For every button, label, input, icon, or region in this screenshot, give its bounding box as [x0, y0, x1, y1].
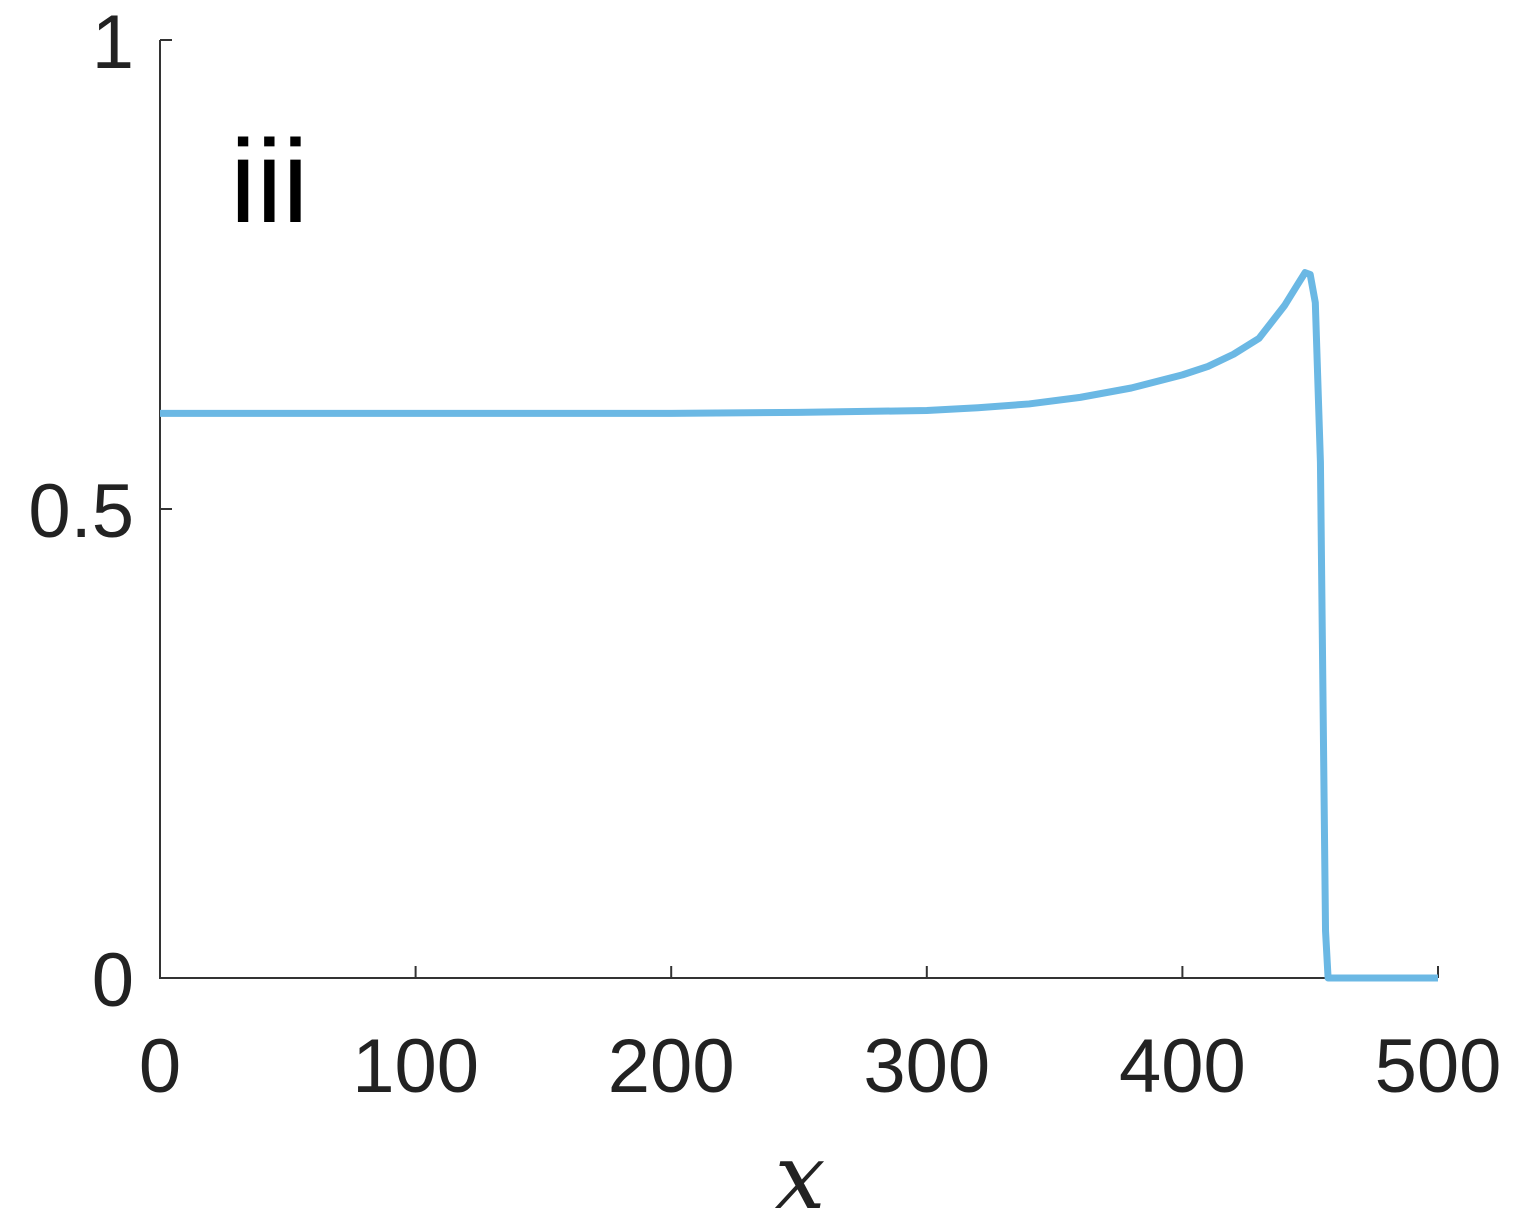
data-line: [160, 269, 1438, 982]
annotation: iii: [230, 116, 309, 248]
x-tick-label: 500: [1375, 1024, 1502, 1109]
x-axis-label: x: [775, 1125, 826, 1222]
y-tick-label: 1: [92, 0, 134, 85]
y-tick-label: 0.5: [28, 469, 134, 554]
x-tick-label: 200: [608, 1024, 735, 1109]
x-tick-label: 100: [352, 1024, 479, 1109]
x-tick-label: 300: [863, 1024, 990, 1109]
x-tick-label: 400: [1119, 1024, 1246, 1109]
x-tick-label: 0: [139, 1024, 181, 1109]
axis-line: [159, 40, 1438, 979]
y-tick-label: 0: [92, 938, 134, 1023]
